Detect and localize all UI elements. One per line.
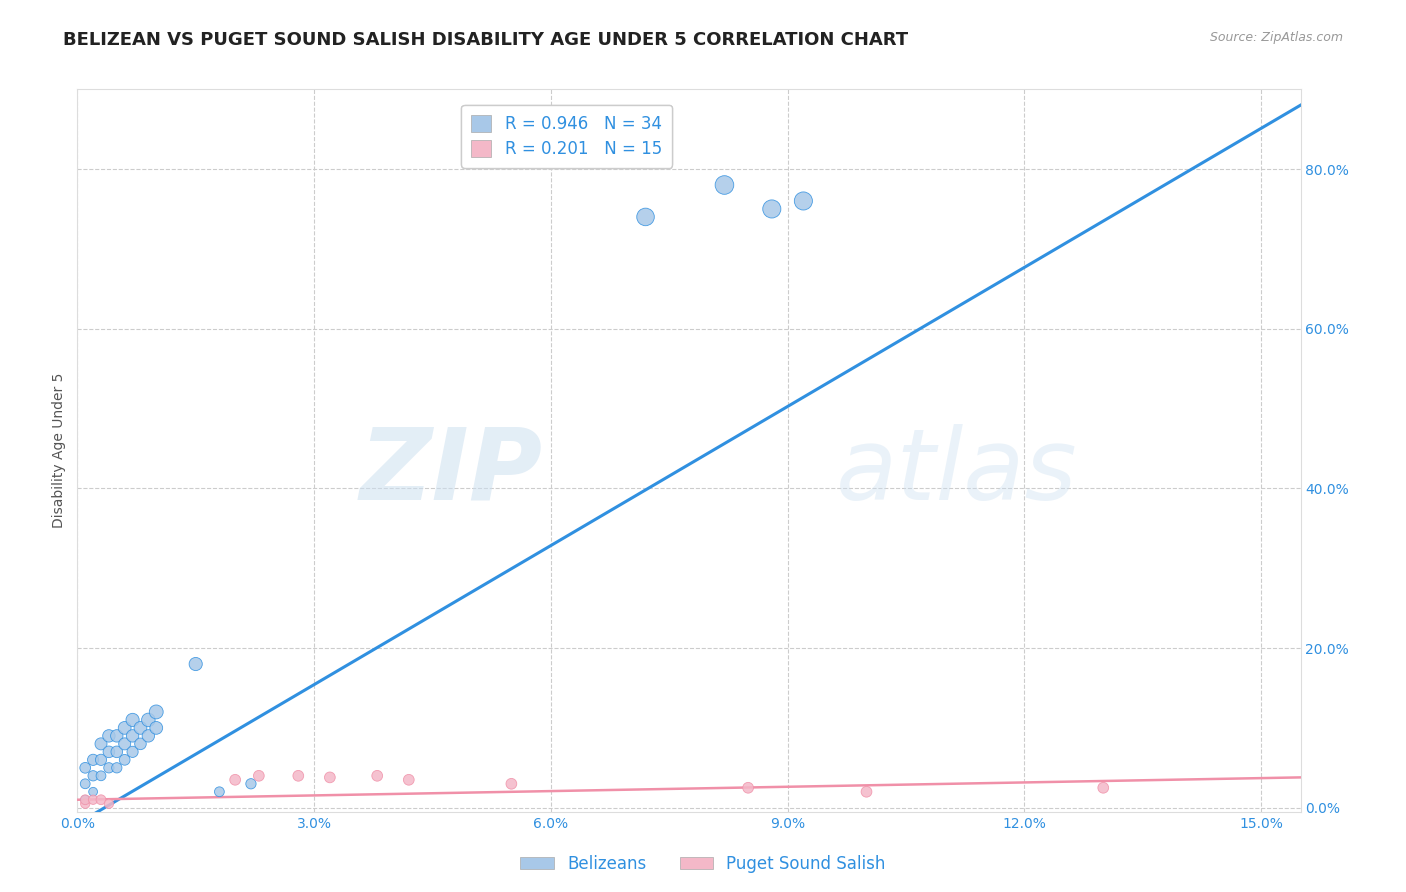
Point <box>97 761 120 775</box>
Point <box>501 777 523 791</box>
Point <box>105 761 128 775</box>
Point <box>713 178 735 192</box>
Point <box>634 210 657 224</box>
Point <box>82 785 104 799</box>
Point <box>105 729 128 743</box>
Point <box>90 793 112 807</box>
Point <box>82 793 104 807</box>
Point <box>129 737 152 751</box>
Point <box>97 745 120 759</box>
Legend: R = 0.946   N = 34, R = 0.201   N = 15: R = 0.946 N = 34, R = 0.201 N = 15 <box>461 104 672 168</box>
Point <box>761 202 783 216</box>
Point <box>97 797 120 811</box>
Point <box>792 194 814 208</box>
Point <box>366 769 388 783</box>
Point <box>90 769 112 783</box>
Point <box>184 657 207 671</box>
Point <box>82 753 104 767</box>
Text: atlas: atlas <box>835 424 1077 521</box>
Point <box>114 753 136 767</box>
Point <box>75 793 97 807</box>
Point <box>239 777 262 791</box>
Point <box>121 729 143 743</box>
Point <box>1092 780 1115 795</box>
Point <box>90 753 112 767</box>
Point <box>75 777 97 791</box>
Point <box>855 785 877 799</box>
Point <box>224 772 246 787</box>
Point <box>75 797 97 811</box>
Point <box>287 769 309 783</box>
Point <box>75 793 97 807</box>
Text: BELIZEAN VS PUGET SOUND SALISH DISABILITY AGE UNDER 5 CORRELATION CHART: BELIZEAN VS PUGET SOUND SALISH DISABILIT… <box>63 31 908 49</box>
Point <box>319 771 342 785</box>
Point <box>90 737 112 751</box>
Point <box>138 713 160 727</box>
Text: Source: ZipAtlas.com: Source: ZipAtlas.com <box>1209 31 1343 45</box>
Point <box>247 769 270 783</box>
Legend: Belizeans, Puget Sound Salish: Belizeans, Puget Sound Salish <box>513 848 893 880</box>
Point <box>121 713 143 727</box>
Point <box>208 785 231 799</box>
Point <box>145 705 167 719</box>
Text: ZIP: ZIP <box>359 424 543 521</box>
Point <box>129 721 152 735</box>
Point <box>114 737 136 751</box>
Point <box>398 772 420 787</box>
Point <box>114 721 136 735</box>
Point <box>121 745 143 759</box>
Y-axis label: Disability Age Under 5: Disability Age Under 5 <box>52 373 66 528</box>
Point <box>82 769 104 783</box>
Point <box>145 721 167 735</box>
Point <box>75 761 97 775</box>
Point <box>138 729 160 743</box>
Point <box>737 780 759 795</box>
Point <box>97 729 120 743</box>
Point <box>105 745 128 759</box>
